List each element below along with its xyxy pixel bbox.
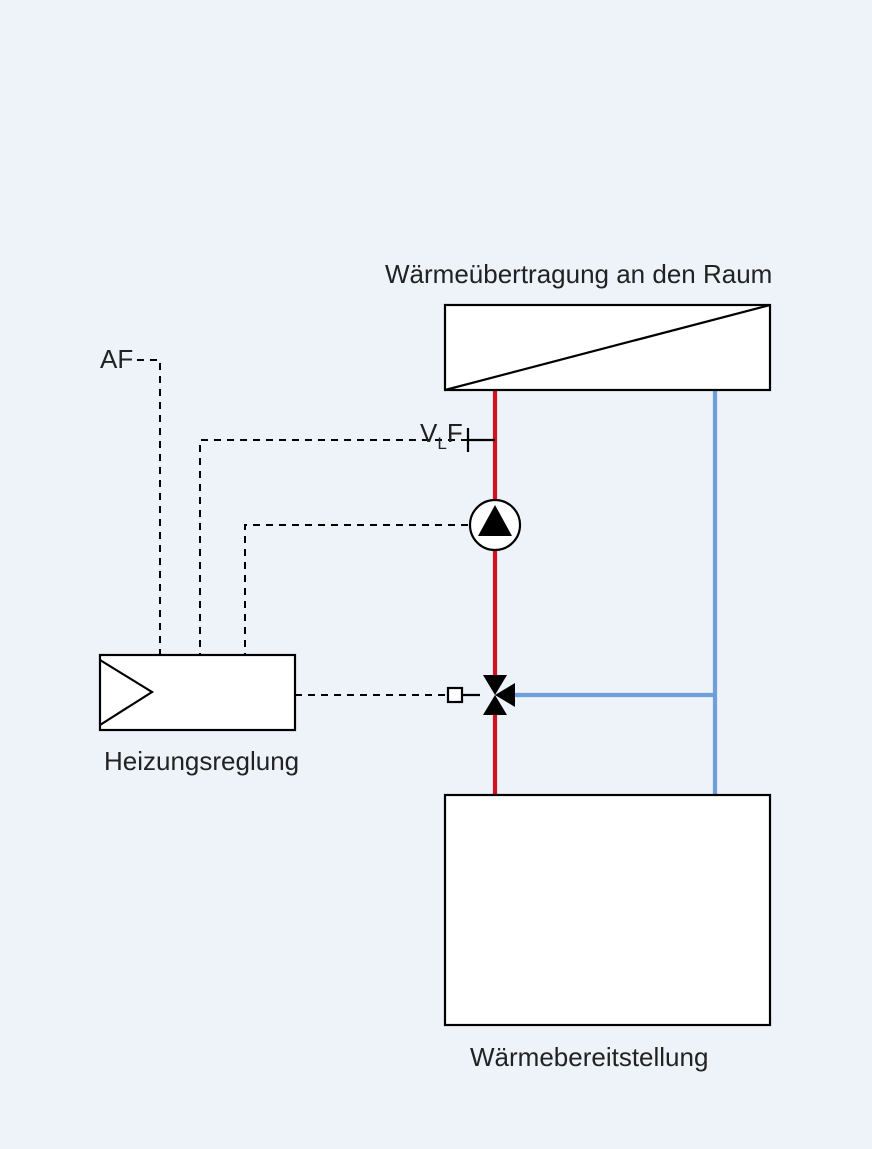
label-heat-transfer: Wärmeübertragung an den Raum bbox=[385, 259, 772, 289]
heating-schematic: AF VLF Wärmeübertragung an den Raum Heiz… bbox=[0, 0, 872, 1149]
heat-exchanger bbox=[445, 305, 770, 390]
controller-box bbox=[100, 655, 295, 730]
label-heating-ctrl: Heizungsreglung bbox=[104, 746, 299, 776]
pump-symbol bbox=[470, 500, 520, 550]
label-heat-supply: Wärmebereitstellung bbox=[470, 1042, 708, 1072]
label-af: AF bbox=[100, 344, 133, 374]
heat-supply-box bbox=[445, 795, 770, 1025]
